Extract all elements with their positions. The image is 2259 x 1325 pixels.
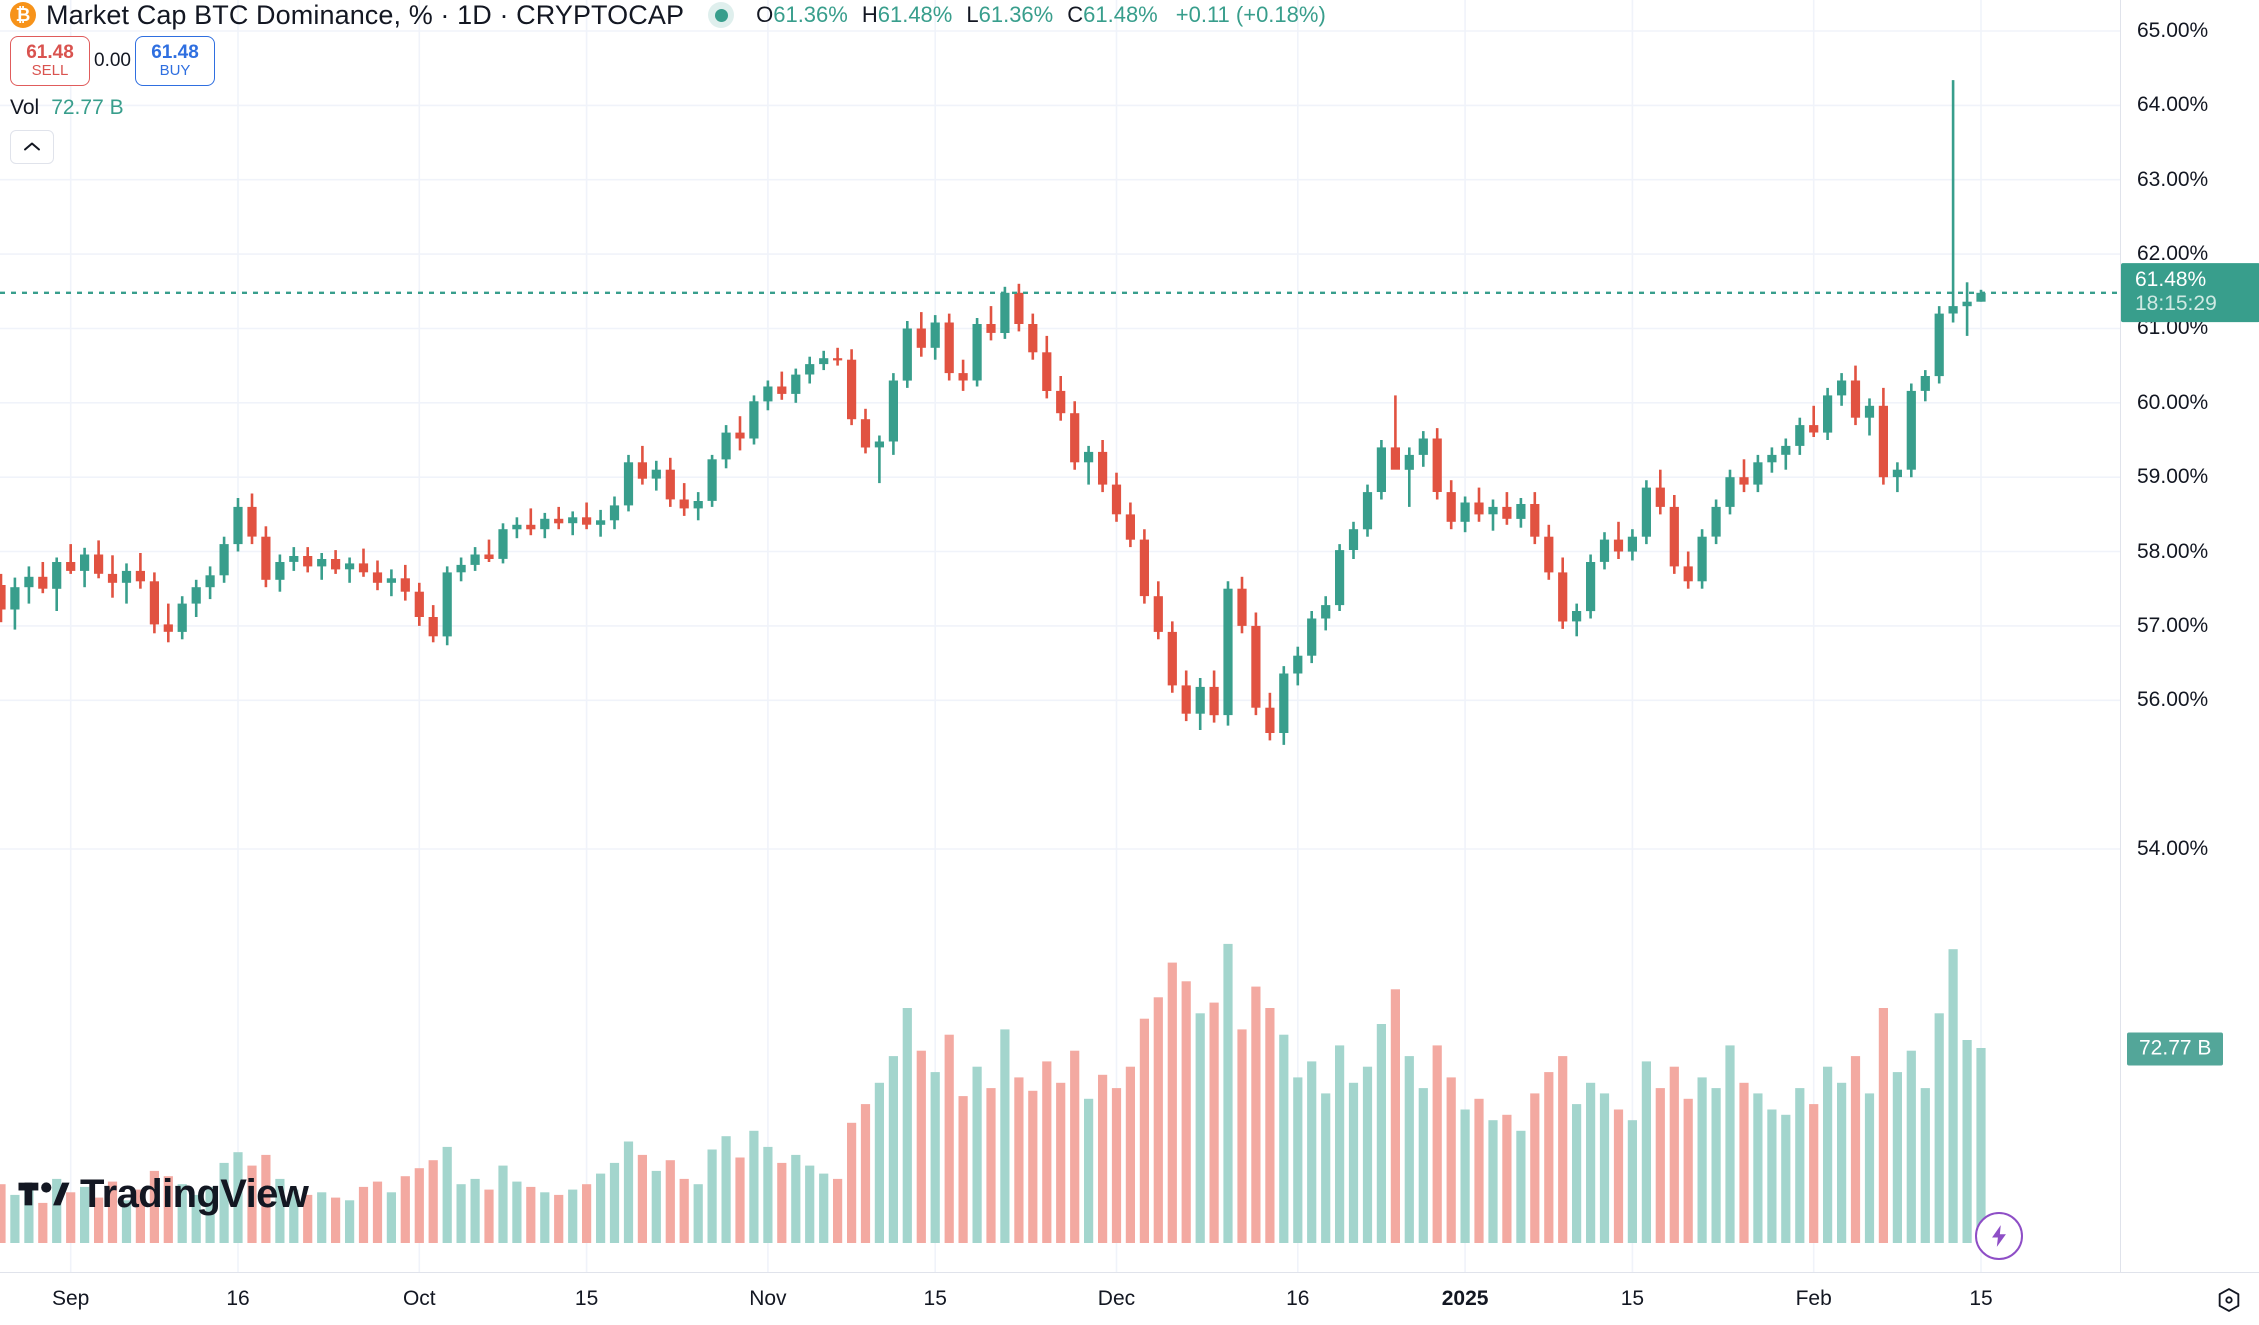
price-axis-tick: 59.00%: [2137, 465, 2209, 489]
time-axis-tick: Dec: [1097, 1287, 1136, 1310]
spread-value: 0.00: [94, 50, 131, 71]
price-axis-tick: 56.00%: [2137, 688, 2209, 712]
sell-price: 61.48: [26, 42, 74, 64]
buy-label: BUY: [159, 62, 191, 80]
price-axis-tick: 63.00%: [2137, 167, 2209, 191]
time-axis-tick: 15: [1620, 1287, 1645, 1310]
candlestick-series: [0, 80, 2120, 1243]
time-axis-tick: 15: [923, 1287, 947, 1310]
time-axis-tick: 2025: [1441, 1287, 1489, 1310]
price-axis-tick: 64.00%: [2137, 93, 2209, 117]
time-axis-tick: 16: [226, 1287, 250, 1310]
price-axis-tick: 60.00%: [2137, 390, 2209, 414]
sell-button[interactable]: 61.48 SELL: [10, 36, 90, 86]
last-price-badge[interactable]: 61.48% 18:15:29: [2121, 262, 2259, 323]
chart-pane[interactable]: TradingView: [0, 0, 2120, 1272]
price-axis-tick: 62.00%: [2137, 242, 2209, 266]
buy-button[interactable]: 61.48 BUY: [135, 36, 215, 86]
lightning-bolt-icon[interactable]: [1975, 1212, 2023, 1260]
price-axis[interactable]: 65.00% 64.00% 63.00% 62.00% 61.00% 60.00% 59.0…: [2120, 0, 2259, 1272]
price-axis-tick: 54.00%: [2137, 837, 2209, 860]
axis-settings-icon[interactable]: [2213, 1284, 2245, 1316]
last-price-value: 61.48%: [2135, 267, 2207, 291]
chevron-up-icon[interactable]: [10, 130, 54, 164]
time-axis-tick: 15: [1969, 1287, 1993, 1310]
time-axis-tick: 16: [1286, 1287, 1310, 1310]
price-axis-tick: 58.00%: [2137, 539, 2209, 563]
countdown-timer: 18:15:29: [2135, 292, 2217, 316]
volume-badge[interactable]: 72.77 B: [2127, 1032, 2224, 1066]
time-axis-tick: 15: [574, 1287, 599, 1310]
buy-price: 61.48: [151, 42, 199, 64]
time-axis-tick: Oct: [402, 1287, 436, 1310]
trade-widget: 61.48 SELL 0.00 61.48 BUY: [10, 36, 1326, 86]
time-axis-tick: Nov: [749, 1287, 787, 1310]
time-axis-tick: Feb: [1795, 1287, 1832, 1310]
time-axis[interactable]: Sep 16 Oct 15 Nov 15 Dec 16 2025 15 Feb 15: [0, 1272, 2259, 1325]
price-axis-tick: 65.00%: [2137, 19, 2209, 42]
price-axis-tick: 57.00%: [2137, 613, 2209, 637]
time-axis-tick: Sep: [52, 1287, 90, 1310]
sell-label: SELL: [31, 62, 69, 80]
